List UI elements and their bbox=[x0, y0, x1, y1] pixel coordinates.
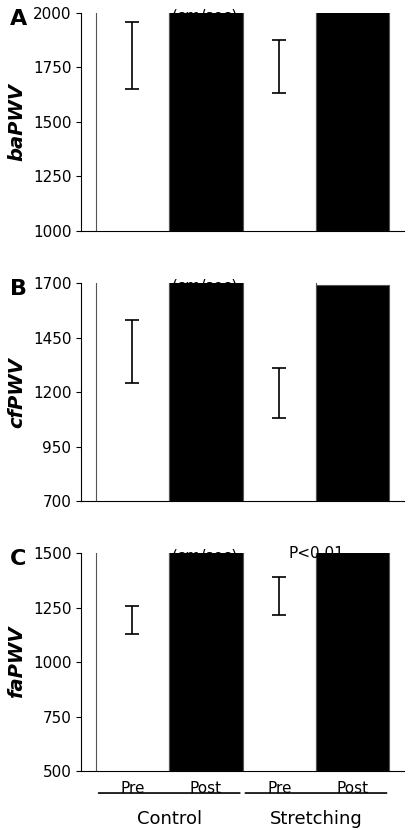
Text: C: C bbox=[10, 549, 26, 569]
Text: Control: Control bbox=[136, 810, 202, 828]
Bar bbox=[316, 0, 389, 231]
Bar bbox=[169, 521, 242, 771]
Text: (cm/sec): (cm/sec) bbox=[171, 8, 238, 23]
Bar bbox=[242, 0, 316, 231]
Bar bbox=[96, 525, 169, 771]
Y-axis label: faPWV: faPWV bbox=[7, 626, 26, 699]
Text: A: A bbox=[10, 8, 27, 28]
Bar bbox=[242, 506, 316, 771]
Text: Stretching: Stretching bbox=[270, 810, 363, 828]
Text: (cm/sec): (cm/sec) bbox=[171, 279, 238, 294]
Bar bbox=[316, 286, 389, 501]
Bar bbox=[242, 266, 316, 501]
Text: P<0.01: P<0.01 bbox=[288, 546, 344, 561]
Y-axis label: baPWV: baPWV bbox=[7, 83, 26, 161]
Y-axis label: cfPWV: cfPWV bbox=[7, 357, 26, 427]
Text: (cm/sec): (cm/sec) bbox=[171, 549, 238, 564]
Text: B: B bbox=[10, 279, 27, 299]
Bar bbox=[96, 0, 169, 231]
Bar bbox=[96, 231, 169, 501]
Bar bbox=[169, 0, 242, 231]
Bar bbox=[316, 527, 389, 771]
Bar bbox=[169, 235, 242, 501]
